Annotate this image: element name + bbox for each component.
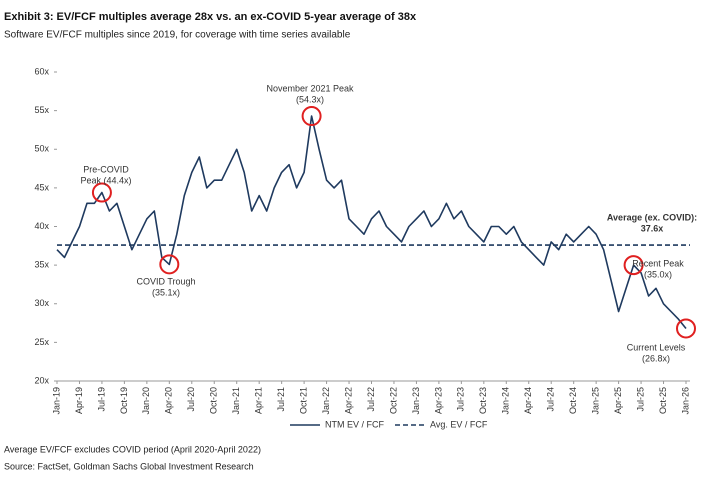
x-tick-label: Jul-25 [635,387,645,412]
annotation-text: November 2021 Peak [266,83,354,93]
x-tick-label: Apr-23 [433,387,443,414]
x-tick-label: Apr-25 [613,387,623,414]
y-tick-label: 40x [34,221,49,231]
y-tick-label: 35x [34,260,49,270]
x-tick-label: Oct-24 [568,387,578,414]
annotation-circle [676,318,696,339]
x-tick-label: Oct-23 [478,387,488,414]
footnote: Average EV/FCF excludes COVID period (Ap… [4,444,261,454]
x-tick-label: Oct-22 [388,387,398,414]
annotation-circle [623,255,644,276]
y-tick-label: 45x [34,182,49,192]
footnote: Source: FactSet, Goldman Sachs Global In… [4,461,254,471]
annotation-text: (35.1x) [152,287,180,297]
chart-subtitle: Software EV/FCF multiples since 2019, fo… [4,30,351,41]
x-tick-label: Jul-19 [96,387,106,412]
x-tick-label: Jul-22 [366,387,376,412]
x-tick-label: Jul-21 [276,387,286,412]
x-tick-label: Apr-19 [74,387,84,414]
y-tick-label: 30x [34,298,49,308]
legend-label: NTM EV / FCF [325,419,384,429]
annotation-text: (26.8x) [642,353,670,363]
y-tick-label: 25x [34,337,49,347]
x-tick-label: Jan-26 [680,387,690,415]
annotation-text: Current Levels [627,342,686,352]
annotation-text: (54.3x) [296,94,324,104]
x-tick-label: Oct-19 [119,387,129,414]
x-tick-label: Jan-23 [411,387,421,415]
x-tick-label: Jul-23 [456,387,466,412]
annotation-text: Recent Peak [632,258,684,268]
annotation-text: Pre-COVID [83,164,129,174]
y-tick-label: 60x [34,66,49,76]
average-label: Average (ex. COVID): [607,212,697,222]
annotation-circle [301,106,322,127]
annotation-text: COVID Trough [136,276,195,286]
annotation-text: (35.0x) [644,269,672,279]
x-tick-label: Jan-19 [51,387,61,415]
x-tick-label: Jan-22 [321,387,331,415]
average-value: 37.6x [641,223,664,233]
x-tick-label: Jan-20 [141,387,151,415]
x-tick-label: Jul-20 [186,387,196,412]
x-tick-label: Oct-25 [658,387,668,414]
x-tick-label: Apr-24 [523,387,533,414]
x-tick-label: Jul-24 [546,387,556,412]
x-tick-label: Apr-20 [164,387,174,414]
x-tick-label: Oct-20 [209,387,219,414]
chart-title: Exhibit 3: EV/FCF multiples average 28x … [4,11,417,23]
annotation-circle [159,254,180,275]
y-tick-label: 20x [34,375,49,385]
legend-label: Avg. EV / FCF [430,419,488,429]
x-tick-label: Jan-24 [501,387,511,415]
y-tick-label: 50x [34,144,49,154]
x-tick-label: Jan-25 [591,387,601,415]
x-tick-label: Apr-21 [254,387,264,414]
y-tick-label: 55x [34,105,49,115]
annotation-circle [91,182,112,203]
series-line [56,115,687,330]
annotation-text: Peak (44.4x) [80,175,131,185]
x-tick-label: Jan-21 [231,387,241,415]
x-tick-label: Oct-21 [298,387,308,414]
x-tick-label: Apr-22 [343,387,353,414]
